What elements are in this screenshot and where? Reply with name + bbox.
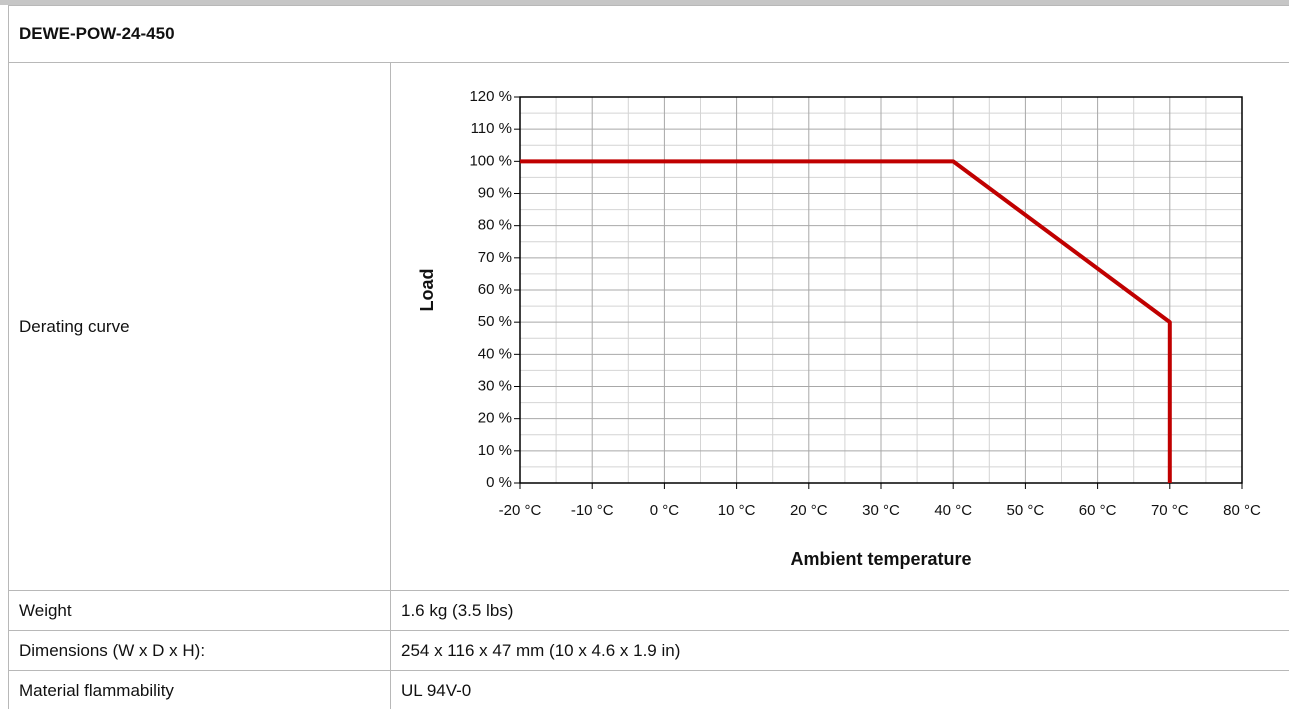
y-tick-label: 60 % [478,281,512,298]
y-tick-label: 90 % [478,184,512,201]
x-tick-label: 30 °C [862,502,900,519]
x-tick-label: 50 °C [1007,502,1045,519]
x-tick-label: 40 °C [934,502,972,519]
y-tick-label: 0 % [486,474,512,491]
y-tick-label: 10 % [478,442,512,459]
y-tick-label: 40 % [478,345,512,362]
x-tick-label: 60 °C [1079,502,1117,519]
plot-frame [519,96,1243,484]
x-axis-label: Ambient temperature [790,549,971,569]
x-tick-label: 10 °C [718,502,756,519]
x-tick-label: 0 °C [650,502,680,519]
y-tick-label: 30 % [478,377,512,394]
y-tick-label: 110 % [471,120,512,137]
derating-line [520,159,1172,483]
y-tick-label: 20 % [478,410,512,427]
x-tick-label: -10 °C [571,502,614,519]
y-axis-label: Load [417,269,437,312]
x-tick-label: -20 °C [499,502,542,519]
x-tick-label: 70 °C [1151,502,1189,519]
x-tick-label: 80 °C [1223,502,1261,519]
top-bar [0,0,1289,5]
y-tick-label: 50 % [478,313,512,330]
y-tick-label: 80 % [478,217,512,234]
y-tick-label: 120 % [469,88,512,105]
y-tick-label: 70 % [478,249,512,266]
x-tick-label: 20 °C [790,502,828,519]
y-tick-label: 100 % [469,152,512,169]
row-value: UL 94V-0 [390,670,1289,709]
